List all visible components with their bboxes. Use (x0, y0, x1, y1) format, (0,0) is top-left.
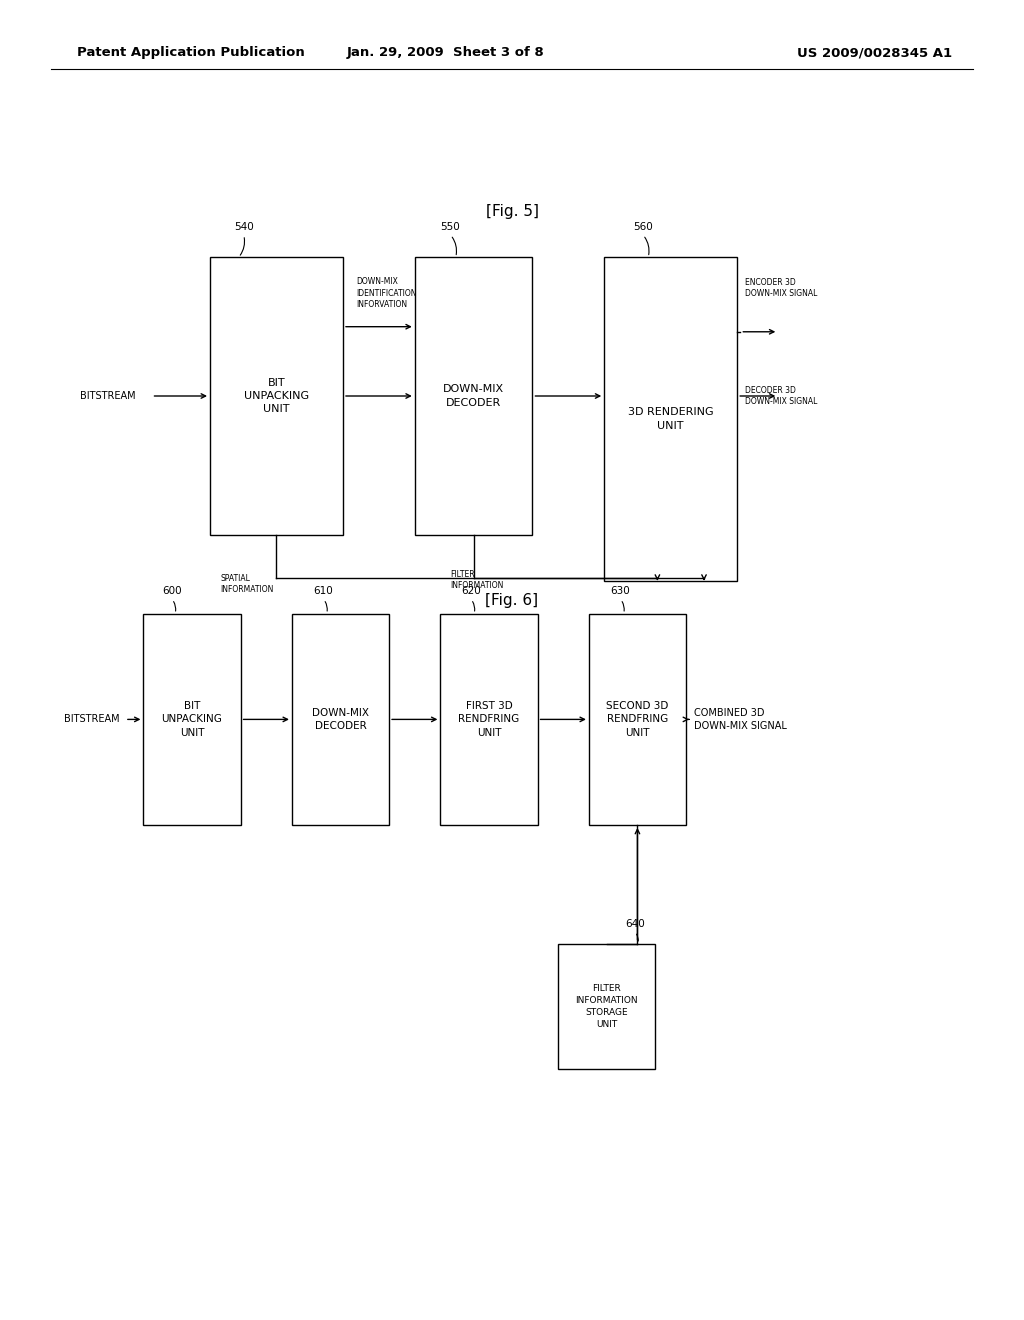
Bar (440, 614, 538, 825)
Text: 560: 560 (633, 222, 653, 232)
Text: US 2009/0028345 A1: US 2009/0028345 A1 (798, 46, 952, 59)
Text: DOWN-MIX
DECODER: DOWN-MIX DECODER (443, 384, 504, 408)
Text: 3D RENDERING
UNIT: 3D RENDERING UNIT (628, 408, 714, 430)
Bar (558, 944, 655, 1069)
Text: DECODER 3D
DOWN-MIX SIGNAL: DECODER 3D DOWN-MIX SIGNAL (745, 385, 818, 407)
Text: 640: 640 (625, 919, 645, 929)
Text: BITSTREAM: BITSTREAM (65, 714, 120, 725)
Text: SECOND 3D
RENDFRING
UNIT: SECOND 3D RENDFRING UNIT (606, 701, 669, 738)
Text: 620: 620 (461, 586, 481, 597)
Text: 610: 610 (313, 586, 334, 597)
Text: Patent Application Publication: Patent Application Publication (77, 46, 304, 59)
Text: 550: 550 (440, 222, 461, 232)
Text: DOWN-MIX
IDENTIFICATION
INFORVATION: DOWN-MIX IDENTIFICATION INFORVATION (356, 277, 417, 309)
Text: BIT
UNPACKING
UNIT: BIT UNPACKING UNIT (162, 701, 222, 738)
Bar (604, 257, 737, 581)
Text: BIT
UNPACKING
UNIT: BIT UNPACKING UNIT (244, 378, 309, 414)
Text: FIRST 3D
RENDFRING
UNIT: FIRST 3D RENDFRING UNIT (459, 701, 519, 738)
Bar (415, 257, 532, 535)
Text: SPATIAL
INFORMATION: SPATIAL INFORMATION (220, 574, 273, 594)
Bar (292, 614, 389, 825)
Bar (210, 257, 343, 535)
Text: 540: 540 (233, 222, 254, 232)
Bar (143, 614, 241, 825)
Text: FILTER
INFORMATION
STORAGE
UNIT: FILTER INFORMATION STORAGE UNIT (575, 985, 638, 1028)
Text: DOWN-MIX
DECODER: DOWN-MIX DECODER (312, 708, 369, 731)
Text: Jan. 29, 2009  Sheet 3 of 8: Jan. 29, 2009 Sheet 3 of 8 (346, 46, 545, 59)
Text: ENCODER 3D
DOWN-MIX SIGNAL: ENCODER 3D DOWN-MIX SIGNAL (745, 277, 818, 298)
Text: 630: 630 (610, 586, 631, 597)
Text: [Fig. 6]: [Fig. 6] (485, 593, 539, 609)
Text: 600: 600 (162, 586, 182, 597)
Text: COMBINED 3D
DOWN-MIX SIGNAL: COMBINED 3D DOWN-MIX SIGNAL (694, 708, 787, 731)
Bar (589, 614, 686, 825)
Text: BITSTREAM: BITSTREAM (80, 391, 135, 401)
Text: [Fig. 5]: [Fig. 5] (485, 203, 539, 219)
Text: FILTER
INFORMATION: FILTER INFORMATION (451, 570, 504, 590)
